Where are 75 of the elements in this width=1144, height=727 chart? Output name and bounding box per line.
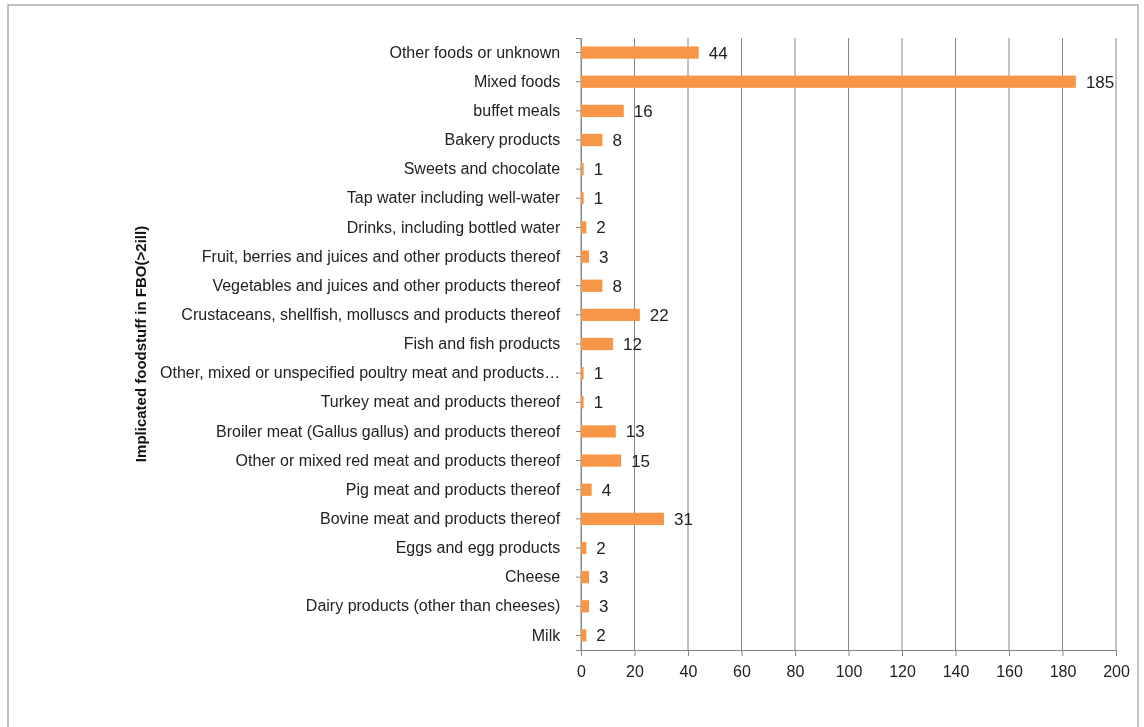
y-tick-label: Broiler meat (Gallus gallus) and products thereof [216, 422, 561, 440]
x-tick-label: 100 [835, 662, 863, 680]
bar [581, 425, 616, 438]
bar [581, 221, 587, 234]
data-label: 22 [649, 305, 669, 325]
y-tick-label: Pig meat and products thereof [345, 480, 561, 498]
y-tick-label: buffet meals [473, 101, 561, 119]
bar [581, 250, 590, 263]
y-tick-label: Sweets and chocolate [403, 160, 561, 178]
y-tick-label: Bovine meat and products thereof [320, 509, 561, 527]
data-label: 2 [596, 218, 606, 238]
data-label: 2 [596, 626, 606, 646]
bar [581, 629, 587, 642]
y-tick-label: Bakery products [444, 131, 561, 149]
bar [581, 512, 664, 525]
data-label: 3 [599, 597, 609, 617]
data-label: 4 [601, 480, 612, 500]
x-tick-label: 20 [626, 662, 644, 680]
bar [581, 75, 1076, 88]
y-tick-label: Turkey meat and products thereof [320, 393, 561, 411]
data-label: 1 [593, 189, 604, 209]
bar [581, 279, 603, 292]
data-label: 2 [596, 538, 606, 558]
data-label: 1 [593, 364, 604, 384]
bar [581, 600, 590, 613]
y-tick-label: Crustaceans, shellfish, molluscs and products thereof [181, 305, 561, 323]
data-label: 16 [633, 101, 653, 121]
bar [581, 192, 584, 205]
bar [581, 163, 584, 176]
data-label: 185 [1085, 72, 1115, 92]
y-tick-label: Milk [531, 626, 562, 644]
x-tick-label: 160 [996, 662, 1023, 680]
data-label: 31 [673, 509, 693, 529]
y-axis-title: Implicated foodstuff in FBO(>2ill) [132, 225, 149, 463]
y-tick-label: Other, mixed or unspecified poultry meat and products… [160, 364, 561, 382]
data-label: 8 [612, 276, 622, 296]
y-tick-label: Drinks, including bottled water [346, 218, 561, 236]
bar [581, 483, 592, 496]
x-tick-label: 60 [733, 662, 751, 680]
x-tick-label: 200 [1103, 662, 1130, 680]
x-tick-label: 120 [889, 662, 916, 680]
data-label: 8 [612, 130, 622, 150]
data-label: 13 [625, 422, 645, 442]
data-label: 44 [708, 43, 728, 63]
bar [581, 104, 624, 117]
bar [581, 396, 584, 409]
x-tick-label: 140 [942, 662, 970, 680]
bar [581, 133, 603, 147]
data-label: 3 [599, 568, 609, 588]
bar [581, 308, 640, 321]
x-tick-label: 180 [1049, 662, 1077, 680]
y-tick-label: Fish and fish products [403, 335, 561, 353]
y-tick-label: Mixed foods [473, 72, 561, 90]
bar [581, 454, 622, 467]
bar [581, 541, 587, 555]
y-tick-label: Vegetables and juices and other products thereof [212, 276, 561, 294]
y-tick-label: Dairy products (other than cheeses) [305, 597, 561, 615]
bar [581, 337, 614, 351]
bar [581, 571, 590, 584]
y-tick-label: Fruit, berries and juices and other products thereof [201, 247, 561, 265]
x-tick-label: 40 [679, 662, 698, 680]
x-tick-label: 80 [786, 662, 805, 680]
data-label: 15 [631, 451, 651, 471]
data-label: 3 [599, 247, 609, 267]
bar [581, 46, 699, 59]
y-tick-label: Eggs and egg products [395, 539, 561, 557]
y-tick-label: Cheese [505, 568, 561, 586]
data-label: 1 [593, 160, 604, 180]
bar [581, 367, 584, 380]
y-tick-label: Other or mixed red meat and products thereof [235, 451, 561, 469]
data-label: 12 [623, 334, 643, 354]
x-tick-label: 0 [577, 662, 587, 680]
y-tick-label: Other foods or unknown [389, 43, 561, 61]
data-label: 1 [593, 393, 604, 413]
y-tick-label: Tap water including well-water [346, 189, 561, 207]
